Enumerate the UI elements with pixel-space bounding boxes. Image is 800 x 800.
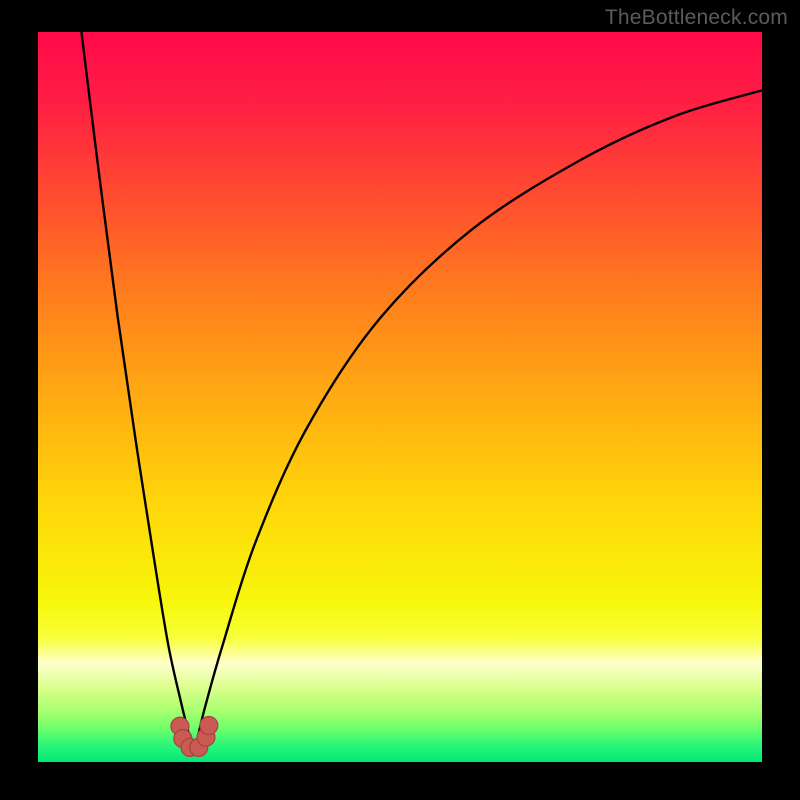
minimum-marker bbox=[200, 717, 218, 735]
figure-root: TheBottleneck.com bbox=[0, 0, 800, 800]
plot-background-gradient bbox=[38, 32, 762, 762]
plot-svg bbox=[0, 0, 800, 800]
